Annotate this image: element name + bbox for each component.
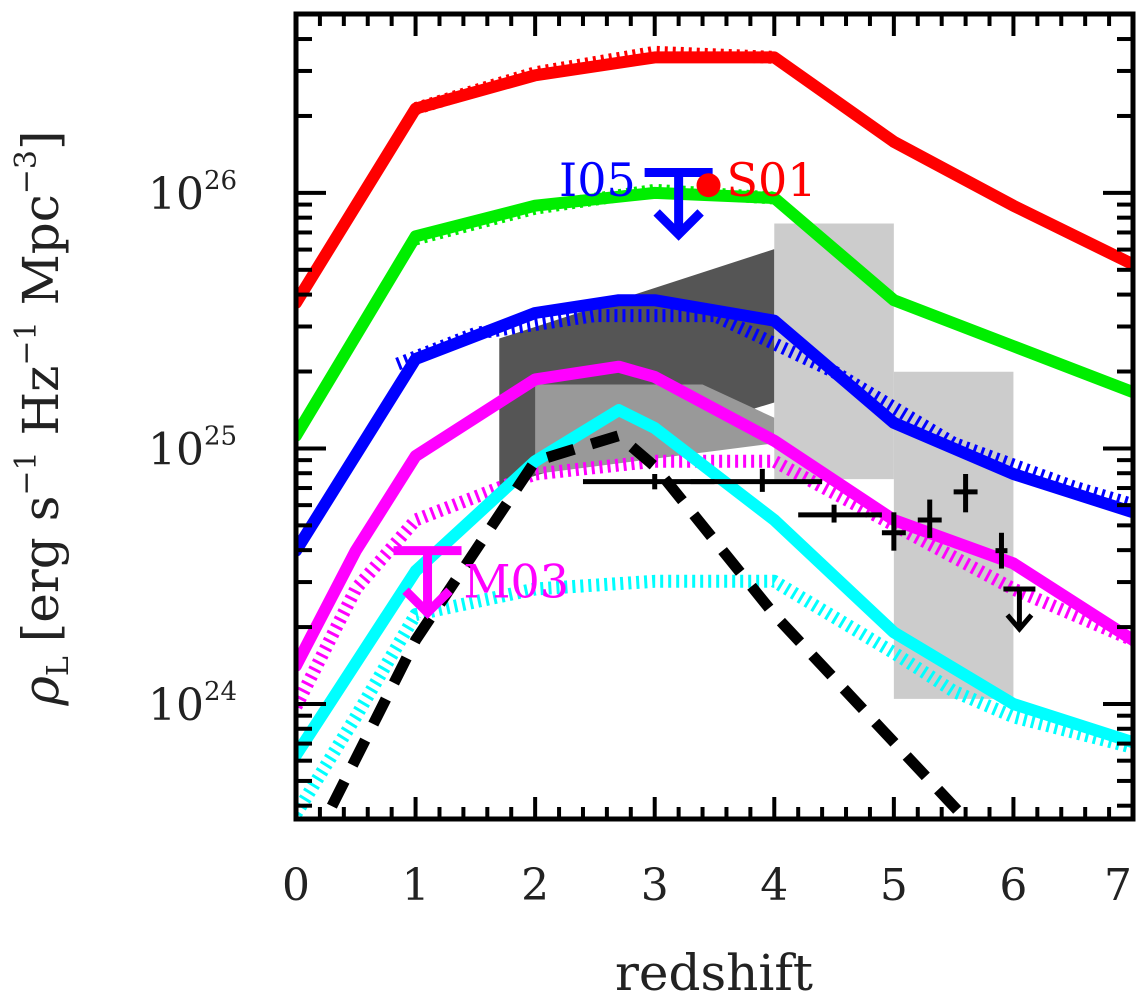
series-cyan-solid-8 — [296, 404, 1133, 762]
series-magenta-dotted-7 — [296, 454, 1133, 710]
error-point-1 — [690, 468, 823, 492]
point-red-0 — [696, 173, 721, 198]
shaded-region-2 — [774, 223, 894, 480]
data-markers — [393, 167, 1036, 633]
upper-limit-magenta — [393, 546, 462, 620]
x-tick-label-5: 5 — [880, 860, 908, 911]
x-tick-label-4: 4 — [760, 860, 788, 911]
x-tick-labels: 0 1 2 3 4 5 6 7 — [282, 860, 1132, 911]
error-point-4 — [917, 499, 942, 538]
error-point-6 — [995, 532, 1008, 569]
series-magenta-solid-6 — [296, 360, 1133, 672]
x-tick-label-3: 3 — [641, 860, 669, 911]
x-tick-label-6: 6 — [999, 860, 1027, 911]
upper-limit-blue — [644, 167, 713, 241]
series-red-dotted-1 — [413, 45, 775, 115]
error-point-3 — [881, 512, 906, 551]
upper-limit-black — [1003, 586, 1036, 633]
y-axis-exp-3: −3 — [9, 150, 44, 194]
annotation-s01: S01 — [726, 153, 816, 207]
x-tick-label-0: 0 — [282, 860, 310, 911]
x-tick-label-2: 2 — [521, 860, 549, 911]
y-axis-title: ρL[erg s−1 Hz−1 Mpc−3] — [9, 130, 76, 706]
y-tick-label-26: 1026 — [148, 166, 237, 220]
error-point-2 — [798, 504, 882, 523]
x-tick-label-7: 7 — [1104, 860, 1132, 911]
y-axis-symbol-sub: L — [41, 656, 76, 676]
y-tick-labels: 1024 1025 1026 — [148, 166, 237, 731]
y-tick-label-24: 1024 — [148, 677, 237, 731]
series-black-dashed-10 — [326, 430, 970, 819]
annotation-m03: M03 — [463, 554, 569, 608]
plot-frame — [293, 11, 1136, 822]
y-axis-hz: Hz — [12, 366, 70, 452]
shaded-regions — [499, 223, 1014, 699]
annotation-i05: I05 — [559, 153, 636, 207]
x-axis-title: redshift — [615, 944, 813, 1002]
y-axis-mpc: Mpc — [12, 194, 70, 321]
y-axis-exp-2: −1 — [9, 321, 44, 365]
y-axis-symbol: ρ — [12, 676, 70, 707]
y-axis-units-close: ] — [12, 130, 70, 150]
annotations: I05 S01 M03 — [463, 153, 816, 608]
y-tick-label-25: 1025 — [148, 421, 237, 475]
y-axis-units-open: [erg s — [12, 496, 70, 643]
error-point-5 — [953, 474, 978, 513]
x-tick-label-1: 1 — [402, 860, 430, 911]
y-axis-exp-1: −1 — [9, 451, 44, 495]
